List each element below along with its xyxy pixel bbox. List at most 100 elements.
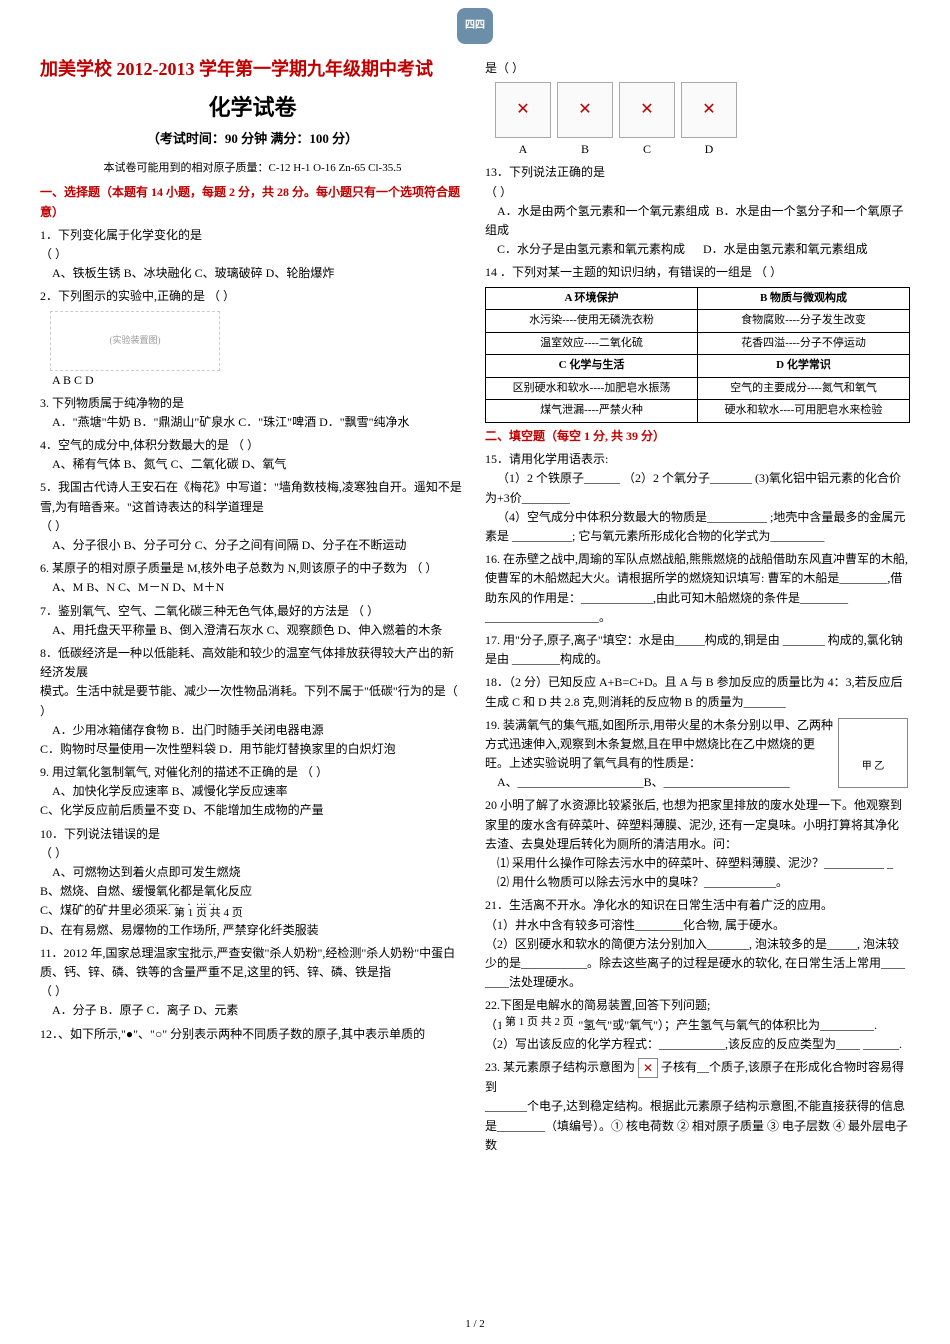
exam-meta: （考试时间：90 分钟 满分：100 分） (40, 129, 465, 150)
q14-table: A 环境保护B 物质与微观构成 水污染----使用无磷洗衣粉食物腐败----分子… (485, 287, 910, 424)
q14-r3c0: 煤气泄漏----严禁火种 (486, 400, 698, 423)
q15: 15．请用化学用语表示: （1）2 个铁原子______ （2）2 个氧分子__… (485, 450, 910, 546)
q13-stem: 13．下列说法正确的是 (485, 163, 910, 182)
q7-opts: A、用托盘天平称量 B、倒入澄清石灰水 C、观察颜色 D、伸入燃着的木条 (40, 621, 465, 640)
q4-opts: A、稀有气体 B、氮气 C、二氧化碳 D、氧气 (40, 455, 465, 474)
q15-l1: （1）2 个铁原子______ （2）2 个氧分子_______ (3)氧化铝中… (485, 469, 910, 507)
q12: 12．、如下所示,"●"、"○" 分别表示两种不同质子数的原子,其中表示单质的 (40, 1025, 465, 1044)
q23-broken-icon: ✕ (638, 1058, 658, 1078)
q3: 3. 下列物质属于纯净物的是 A．"燕塘"牛奶 B．"鼎湖山"矿泉水 C．"珠江… (40, 394, 465, 432)
q13-a: A．水是由两个氢元素和一个氧元素组成 (497, 204, 710, 218)
q6-stem: 6. 某原子的相对原子质量是 M,核外电子总数为 N,则该原子的中子数为 （ ） (40, 559, 465, 578)
q22: 22.下图是电解水的简易装置,回答下列问题; （1 |是_______(填"氢气… (485, 996, 910, 1054)
q10-opts: A、可燃物达到着火点即可发生燃烧 B、燃烧、自燃、缓慢氧化都是氧化反应 C、煤矿… (40, 863, 465, 940)
q10-stem: 10．下列说法错误的是 (40, 825, 465, 844)
q1-stem: 1．下列变化属于化学变化的是 (40, 226, 465, 245)
q8-opts: A．少用冰箱储存食物 B．出门时随手关闭电器电源 C．购物时尽量使用一次性塑料袋… (40, 721, 465, 759)
q20-l1: ⑴ 采用什么操作可除去污水中的碎菜叶、碎塑料薄膜、泥沙？__________ _ (485, 854, 910, 873)
q12-img-letters: A B C D (495, 140, 910, 159)
q12-intro: 是（ ） (485, 59, 910, 78)
q12-images (495, 82, 910, 138)
q6: 6. 某原子的相对原子质量是 M,核外电子总数为 N,则该原子的中子数为 （ ）… (40, 559, 465, 597)
q19: 甲 乙 19. 装满氧气的集气瓶,如图所示,用带火星的木条分别以甲、乙两种方式迅… (485, 716, 910, 793)
q15-l2: （4）空气成分中体积分数最大的物质是__________ ;地壳中含量最多的金属… (485, 508, 910, 546)
q12-img-c (619, 82, 675, 138)
q1-opts: A、铁板生锈 B、冰块融化 C、玻璃破碎 D、轮胎爆炸 (40, 264, 465, 283)
q13-c: C．水分子是由氢元素和氧元素构成 (497, 242, 685, 256)
q14-r3c1: 硬水和软水----可用肥皂水来检验 (698, 400, 910, 423)
q8-stem2: 模式。生活中就是要节能、减少一次性物品消耗。下列不属于"低碳"行为的是（ ） (40, 682, 465, 720)
q10: 10．下列说法错误的是 （ ） A、可燃物达到着火点即可发生燃烧 B、燃烧、自燃… (40, 825, 465, 940)
q2: 2．下列图示的实验中,正确的是 （ ） (实验装置图) A B C D (40, 287, 465, 389)
q18: 18．（2 分）已知反应 A+B=C+D。且 A 与 B 参加反应的质量比为 4… (485, 673, 910, 711)
q14-r2c0: 区别硬水和软水----加肥皂水振荡 (486, 377, 698, 400)
q2-diagram: (实验装置图) (50, 311, 220, 371)
q20-l2: ⑵ 用什么物质可以除去污水中的臭味？____________。 (485, 873, 910, 892)
q14-r0c0: 水污染----使用无磷洗衣粉 (486, 310, 698, 333)
q13: 13．下列说法正确的是 （ ） A．水是由两个氢元素和一个氧元素组成 B．水是由… (485, 163, 910, 259)
q18-stem: 18．（2 分）已知反应 A+B=C+D。且 A 与 B 参加反应的质量比为 4… (485, 673, 910, 711)
q14-stem: 14 ．下列对某一主题的知识归纳，有错误的一组是 （ ） (485, 263, 910, 282)
q12-right: 是（ ） A B C D (485, 59, 910, 159)
q14-r0c1: 食物腐败----分子发生改变 (698, 310, 910, 333)
q1: 1．下列变化属于化学变化的是 （ ） A、铁板生锈 B、冰块融化 C、玻璃破碎 … (40, 226, 465, 284)
q5-stem: 5．我国古代诗人王安石在《梅花》中写道："墙角数枝梅,凌寒独自开。遥知不是雪,为… (40, 478, 465, 516)
q12-letter-a: A (495, 140, 551, 159)
q23: 23. 某元素原子结构示意图为 ✕ 子核有__个质子,该原子在形成化合物时容易得… (485, 1058, 910, 1155)
left-column: 加美学校 2012-2013 学年第一学期九年级期中考试 化学试卷 （考试时间：… (40, 55, 465, 1159)
q19-figure: 甲 乙 (838, 718, 908, 788)
q10-paren: （ ） (40, 844, 465, 863)
q11-opts: A．分子 B．原子 C．离子 D、元素 (40, 1001, 465, 1020)
q16-stem: 16. 在赤壁之战中,周瑜的军队点燃战船,熊熊燃烧的战船借助东风直冲曹军的木船,… (485, 550, 910, 627)
q1-paren: （ ） (40, 245, 465, 264)
q22-stem: 22.下图是电解水的简易装置,回答下列问题; (485, 996, 910, 1015)
q6-opts: A、M B、N C、M－N D、M＋N (40, 578, 465, 597)
q15-stem: 15．请用化学用语表示: (485, 450, 910, 469)
q3-stem: 3. 下列物质属于纯净物的是 (40, 394, 465, 413)
q21-l2: （2）区别硬水和软水的简便方法分别加入_______, 泡沫较多的是_____,… (485, 935, 910, 993)
q2-stem: 2．下列图示的实验中,正确的是 （ ） (40, 287, 465, 306)
q14-h-c: C 化学与生活 (486, 355, 698, 378)
q2-letters: A B C D (40, 371, 465, 390)
q23-stem: 23. 某元素原子结构示意图为 (485, 1060, 638, 1074)
q17-stem: 17. 用"分子,原子,离子"填空：水是由_____构成的,铜是由 ______… (485, 631, 910, 669)
q21-stem: 21．生活离不开水。净化水的知识在日常生活中有着广泛的应用。 (485, 896, 910, 915)
q17: 17. 用"分子,原子,离子"填空：水是由_____构成的,铜是由 ______… (485, 631, 910, 669)
q14-r1c0: 温室效应----二氧化硫 (486, 332, 698, 355)
q11-paren: （ ） (40, 982, 465, 1001)
q8: 8．低碳经济是一种以低能耗、高效能和较少的温室气体排放获得较大产出的新经济发展 … (40, 644, 465, 759)
q12-img-d (681, 82, 737, 138)
q13-paren: （ ） (485, 183, 910, 202)
q23-l2: _______个电子,达到稳定结构。根据此元素原子结构示意图,不能直接获得的信息… (485, 1097, 910, 1155)
q3-opts: A．"燕塘"牛奶 B．"鼎湖山"矿泉水 C．"珠江"啤酒 D．"飘雪"纯净水 (40, 413, 465, 432)
q14: 14 ．下列对某一主题的知识归纳，有错误的一组是 （ ） A 环境保护B 物质与… (485, 263, 910, 423)
school-title: 加美学校 2012-2013 学年第一学期九年级期中考试 (40, 55, 465, 84)
q21-l1: （1）井水中含有较多可溶性________化合物, 属于硬水。 (485, 916, 910, 935)
page-footer: 1 / 2 (465, 1316, 485, 1334)
q7-stem: 7．鉴别氧气、空气、二氧化碳三种无色气体,最好的方法是 （ ） (40, 602, 465, 621)
q14-r2c1: 空气的主要成分----氮气和氧气 (698, 377, 910, 400)
q21: 21．生活离不开水。净化水的知识在日常生活中有着广泛的应用。 （1）井水中含有较… (485, 896, 910, 992)
q12-img-b (557, 82, 613, 138)
q14-h-a: A 环境保护 (486, 287, 698, 310)
q4: 4．空气的成分中,体积分数最大的是 （ ） A、稀有气体 B、氮气 C、二氧化碳… (40, 436, 465, 474)
q14-h-b: B 物质与微观构成 (698, 287, 910, 310)
right-column: 是（ ） A B C D 13．下列说法正确的是 （ ） A．水是由两个氢元素和… (485, 55, 910, 1159)
q13-d: D．水是由氢元素和氧元素组成 (703, 242, 868, 256)
q12-img-a (495, 82, 551, 138)
q20: 20 小明了解了水资源比较紧张后, 也想为把家里排放的废水处理一下。他观察到家里… (485, 796, 910, 892)
q7: 7．鉴别氧气、空气、二氧化碳三种无色气体,最好的方法是 （ ） A、用托盘天平称… (40, 602, 465, 640)
q14-r1c1: 花香四溢----分子不停运动 (698, 332, 910, 355)
q9-opts: A、加快化学反应速率 B、减慢化学反应速率 C、化学反应前后质量不变 D、不能增… (40, 782, 465, 820)
q4-stem: 4．空气的成分中,体积分数最大的是 （ ） (40, 436, 465, 455)
q9-stem: 9. 用过氧化氢制氧气, 对催化剂的描述不正确的是 （ ） (40, 763, 465, 782)
q20-stem: 20 小明了解了水资源比较紧张后, 也想为把家里排放的废水处理一下。他观察到家里… (485, 796, 910, 854)
q12-letter-b: B (557, 140, 613, 159)
q5-opts: A、分子很小 B、分子可分 C、分子之间有间隔 D、分子在不断运动 (40, 536, 465, 555)
section-b-head: 二、填空题（每空 1 分, 共 39 分） (485, 427, 910, 446)
q5-paren: （ ） (40, 517, 465, 536)
atomic-masses: 本试卷可能用到的相对原子质量：C-12 H-1 O-16 Zn-65 Cl-35… (40, 160, 465, 178)
q16: 16. 在赤壁之战中,周瑜的军队点燃战船,熊熊燃烧的战船借助东风直冲曹军的木船,… (485, 550, 910, 627)
q14-h-d: D 化学常识 (698, 355, 910, 378)
q12-letter-d: D (681, 140, 737, 159)
